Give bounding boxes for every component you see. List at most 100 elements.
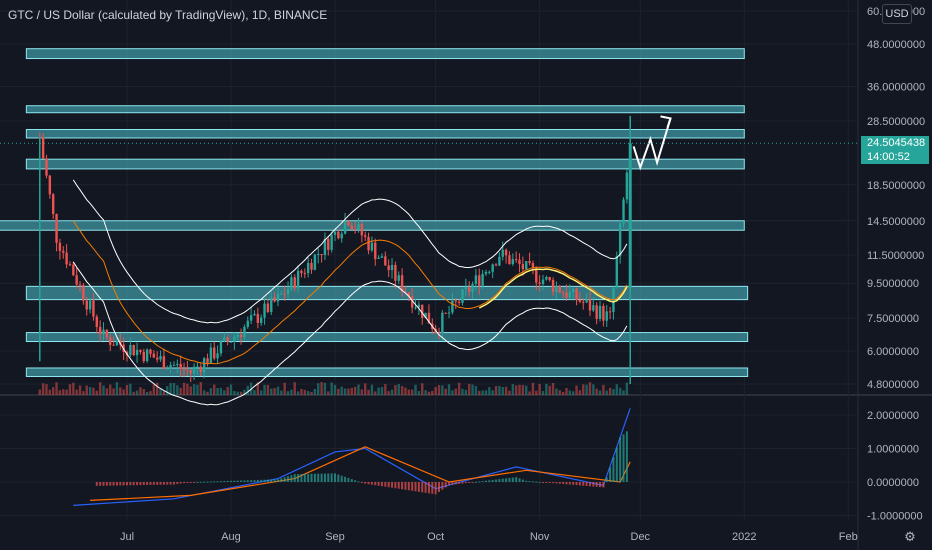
candle-body <box>518 259 521 265</box>
zone-rectangle <box>25 129 745 139</box>
price-tick-label: 7.5000000 <box>867 313 919 325</box>
chart-title: GTC / US Dollar (calculated by TradingVi… <box>8 8 328 22</box>
volume-bar <box>350 387 353 395</box>
macd-histogram-bar <box>625 431 628 482</box>
volume-bar <box>317 383 320 395</box>
macd-histogram-bar <box>622 434 625 482</box>
macd-histogram-bar <box>323 473 326 482</box>
candle-body <box>343 221 347 234</box>
candle-body <box>615 256 619 288</box>
candle-body <box>142 351 145 362</box>
candle-body <box>58 242 62 251</box>
candle-body <box>105 329 109 338</box>
candle-body <box>521 264 525 270</box>
gear-icon[interactable]: ⚙ <box>904 529 916 544</box>
volume-bar <box>417 391 421 395</box>
candle-body <box>394 264 397 281</box>
candle-body <box>239 334 243 338</box>
bollinger-lower <box>72 261 628 406</box>
macd-histogram-bar <box>542 482 544 483</box>
volume-bar <box>253 389 256 395</box>
candle-body <box>51 194 55 214</box>
candle-body <box>139 349 142 352</box>
volume-bar <box>333 384 337 395</box>
candle-body <box>565 292 568 298</box>
macd-histogram-bar <box>213 481 216 483</box>
macd-tick-label: 0.0000000 <box>867 477 919 489</box>
macd-histogram-bar <box>233 480 236 482</box>
candle-body <box>199 366 203 372</box>
volume-bar <box>172 383 176 395</box>
candle-body <box>498 256 501 266</box>
candle-body <box>82 285 85 301</box>
macd-histogram-bar <box>575 482 578 486</box>
macd-histogram-bar <box>219 481 222 483</box>
volume-bar <box>387 391 390 395</box>
volume-bar <box>202 390 206 395</box>
volume-bar <box>256 382 260 395</box>
macd-histogram-bar <box>565 482 568 485</box>
candle-body <box>464 287 468 290</box>
volume-bar <box>578 390 582 395</box>
volume-bar <box>263 384 266 395</box>
zone-rectangle <box>25 332 749 343</box>
macd-histogram-bar <box>146 482 149 485</box>
macd-histogram-bar <box>615 447 618 482</box>
volume-bar <box>514 385 518 395</box>
volume-bar <box>410 389 414 395</box>
volume-bar <box>51 387 55 395</box>
candle-body <box>179 363 182 369</box>
macd-histogram-bar <box>196 481 199 483</box>
zone-rectangle <box>25 158 745 170</box>
volume-bar <box>142 389 145 395</box>
candle-body <box>525 261 528 270</box>
macd-histogram-bar <box>605 477 608 482</box>
macd-histogram-bar <box>95 482 98 486</box>
macd-histogram-bar <box>464 482 467 484</box>
candle-body <box>300 270 303 273</box>
candle-body <box>209 347 213 364</box>
volume-bar <box>612 389 615 395</box>
volume-bar <box>139 387 142 395</box>
macd-histogram-bar <box>340 475 343 482</box>
volume-bar <box>404 387 407 395</box>
macd-histogram-bar <box>136 482 139 486</box>
volume-bar <box>176 385 179 395</box>
macd-histogram-bar <box>582 482 585 486</box>
volume-bar <box>125 385 129 395</box>
candle-body <box>286 288 290 295</box>
currency-badge[interactable]: USD <box>882 4 912 24</box>
macd-histogram-bar <box>270 479 273 482</box>
volume-bar <box>152 384 156 395</box>
macd-histogram-bar <box>454 482 457 485</box>
candle-body <box>253 313 256 316</box>
macd-histogram-bar <box>377 482 380 486</box>
volume-bar <box>327 391 330 395</box>
macd-histogram-bar <box>129 482 132 486</box>
candle-body <box>78 284 82 286</box>
macd-histogram-bar <box>458 482 461 484</box>
macd-histogram-bar <box>417 482 420 492</box>
volume-bar <box>38 389 41 395</box>
macd-histogram-bar <box>609 467 612 482</box>
volume-bar <box>535 390 538 395</box>
date-tick-label: Dec <box>631 531 651 543</box>
candle-body <box>95 316 99 327</box>
volume-bar <box>192 384 196 395</box>
macd-histogram-bar <box>612 457 615 482</box>
volume-bar <box>65 389 68 395</box>
volume-bar <box>478 390 481 395</box>
volume-bar <box>41 383 45 395</box>
macd-histogram-bar <box>374 482 377 486</box>
macd-histogram-bar <box>273 479 276 482</box>
macd-histogram-bar <box>421 482 424 493</box>
volume-bar <box>330 382 333 395</box>
candle-body <box>186 369 189 371</box>
candle-body <box>471 284 474 292</box>
candle-body <box>152 353 156 358</box>
macd-histogram-bar <box>172 482 175 485</box>
volume-bar <box>481 390 484 395</box>
macd-histogram-bar <box>344 476 347 482</box>
volume-bar <box>582 384 585 395</box>
